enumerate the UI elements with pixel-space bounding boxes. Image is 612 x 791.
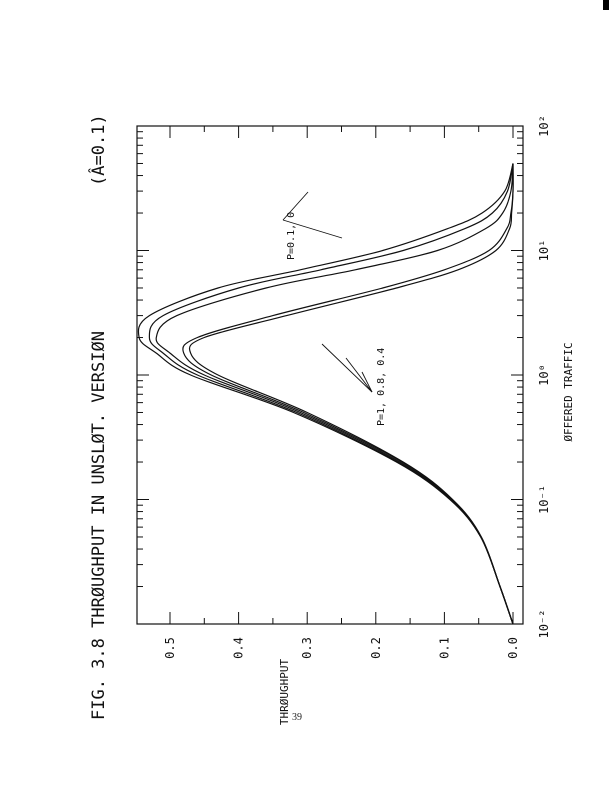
- annotation-p-lower: P=1, 0.8, 0.4: [376, 348, 387, 426]
- y-axis-label: THRØUGHPUT: [278, 659, 291, 726]
- y-tick-label: 0.0: [506, 637, 520, 659]
- x-axis-label: ØFFERED TRAFFIC: [562, 342, 575, 441]
- annotation-leader-lower-1: [321, 343, 373, 393]
- series-line-1: [188, 163, 514, 625]
- series-line-5: [137, 163, 514, 625]
- x-tick-labels: 10⁻² 10⁻¹ 10⁰ 10¹ 10²: [537, 115, 551, 638]
- series-line-3: [155, 163, 514, 625]
- annotation-leader-upper-2: [282, 219, 343, 239]
- annotation-leader-lower-3: [361, 371, 373, 393]
- y-tick-label: 0.1: [437, 637, 451, 659]
- annotation-leader-upper-1: [282, 191, 309, 221]
- x-tick-label: 10²: [537, 115, 551, 137]
- chart-title: FIG. 3.8 THRØUGHPUT IN UNSLØT. VERSIØN: [89, 331, 109, 720]
- y-tick-label: 0.3: [300, 637, 314, 659]
- chart-title-param: (Â=0.1): [87, 114, 109, 186]
- annotation-leader-lower-2: [345, 357, 373, 393]
- x-tick-label: 10¹: [537, 240, 551, 262]
- x-tick-label: 10⁻¹: [537, 485, 551, 514]
- y-tick-label: 0.4: [232, 637, 246, 659]
- y-tick-label: 0.2: [369, 637, 383, 659]
- plot-frame: [136, 125, 524, 625]
- axis-ticks: [137, 125, 523, 625]
- series-line-4: [148, 163, 514, 625]
- y-tick-labels: 0.0 0.1 0.2 0.3 0.4 0.5: [163, 637, 520, 659]
- y-tick-label: 0.5: [163, 637, 177, 659]
- x-tick-label: 10⁻²: [537, 610, 551, 639]
- series-line-2: [182, 163, 514, 625]
- throughput-curves: [137, 163, 514, 625]
- x-tick-label: 10⁰: [537, 364, 551, 386]
- annotation-p-upper: P=0.1, 0: [286, 212, 297, 260]
- scan-corner-mark: [603, 0, 609, 10]
- page-number: 39: [292, 712, 302, 723]
